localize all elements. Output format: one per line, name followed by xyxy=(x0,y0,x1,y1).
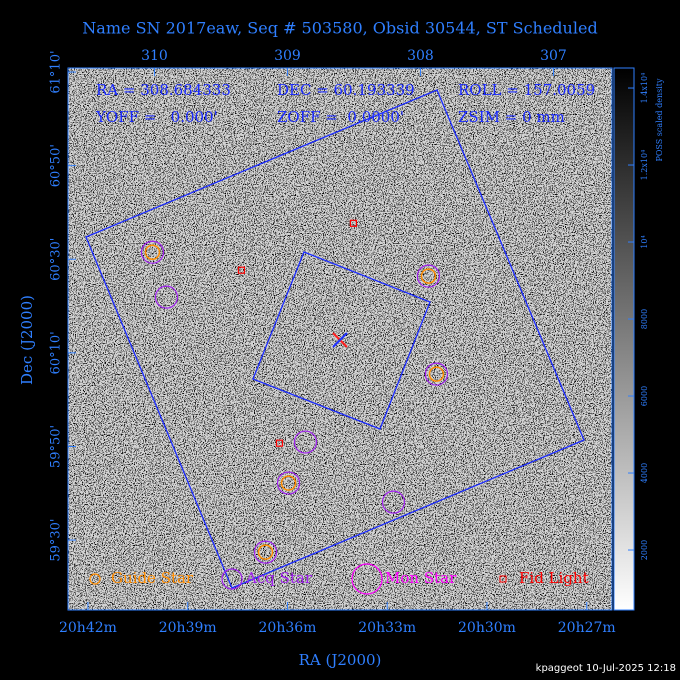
header-text: RA = 308.684333 xyxy=(96,81,231,99)
header-text: ROLL = 157.0059 xyxy=(458,81,595,99)
colorbar-tick-label: 1.4x10⁴ xyxy=(640,73,649,104)
x2-tick-label: 308 xyxy=(407,48,434,64)
header-text: DEC = 60.193339 xyxy=(277,81,415,99)
colorbar-tick-label: 6000 xyxy=(640,386,649,406)
y-tick-label: 59°50' xyxy=(49,425,64,468)
legend-label: Guide Star xyxy=(111,569,194,587)
acq-star xyxy=(276,471,301,495)
fid-light xyxy=(349,219,358,227)
footer: kpaggeot 10-Jul-2025 12:18 xyxy=(536,663,676,674)
x-axis-label: RA (J2000) xyxy=(299,651,382,669)
legend-label: Fid Light xyxy=(519,569,589,587)
colorbar-tick-label: 1.2x10⁴ xyxy=(640,150,649,181)
target-marker xyxy=(332,332,348,348)
acis-field xyxy=(85,89,585,589)
x2-tick-label: 310 xyxy=(141,48,168,64)
acq-star xyxy=(140,240,165,264)
guide-star xyxy=(420,268,437,284)
legend-label: Mon Star xyxy=(385,569,457,587)
acq-star xyxy=(253,540,278,564)
x2-tick-label: 309 xyxy=(274,48,301,64)
fid-light xyxy=(237,266,246,274)
header-text: ZSIM = 0 mm xyxy=(458,108,565,126)
guide-star xyxy=(428,366,445,382)
guide-star xyxy=(144,244,161,260)
colorbar-tick-label: 2000 xyxy=(640,540,649,560)
y-axis-label: Dec (J2000) xyxy=(18,295,36,385)
y-tick-label: 61°10' xyxy=(49,50,64,93)
chart-title: Name SN 2017eaw, Seq # 503580, Obsid 305… xyxy=(82,19,597,38)
acq-star xyxy=(416,264,441,288)
legend-swatch xyxy=(89,573,101,585)
hrc-field xyxy=(252,251,431,430)
colorbar-tick-label: 4000 xyxy=(640,463,649,483)
x-tick-label: 20h33m xyxy=(358,620,416,636)
y-tick-label: 60°30' xyxy=(49,238,64,281)
plot-frame xyxy=(67,67,613,611)
x-tick-label: 20h27m xyxy=(558,620,616,636)
colorbar-tick-label: 10⁴ xyxy=(640,235,649,248)
legend-label: Acq Star xyxy=(245,569,313,587)
colorbar xyxy=(613,67,635,611)
x-tick-label: 20h39m xyxy=(159,620,217,636)
header-text: ZOFF = 0.0000' xyxy=(277,108,404,126)
legend-swatch xyxy=(499,575,507,583)
acq-star xyxy=(381,490,406,514)
y-tick-label: 60°50' xyxy=(49,144,64,187)
y-tick-label: 59°30' xyxy=(49,518,64,561)
legend-swatch xyxy=(221,568,243,590)
guide-star xyxy=(257,544,274,560)
acq-star xyxy=(154,285,179,309)
x-tick-label: 20h42m xyxy=(59,620,117,636)
legend-swatch xyxy=(351,563,383,595)
y-tick-label: 60°10' xyxy=(49,331,64,374)
acq-star xyxy=(293,430,318,454)
x-tick-label: 20h30m xyxy=(458,620,516,636)
header-text: YOFF = 0.000' xyxy=(95,108,218,126)
acq-star xyxy=(424,362,449,386)
colorbar-label: POSS scaled density xyxy=(655,78,664,162)
colorbar-tick-label: 8000 xyxy=(640,309,649,329)
fid-light xyxy=(275,439,284,447)
guide-star xyxy=(280,475,297,491)
x2-tick-label: 307 xyxy=(540,48,567,64)
x-tick-label: 20h36m xyxy=(259,620,317,636)
